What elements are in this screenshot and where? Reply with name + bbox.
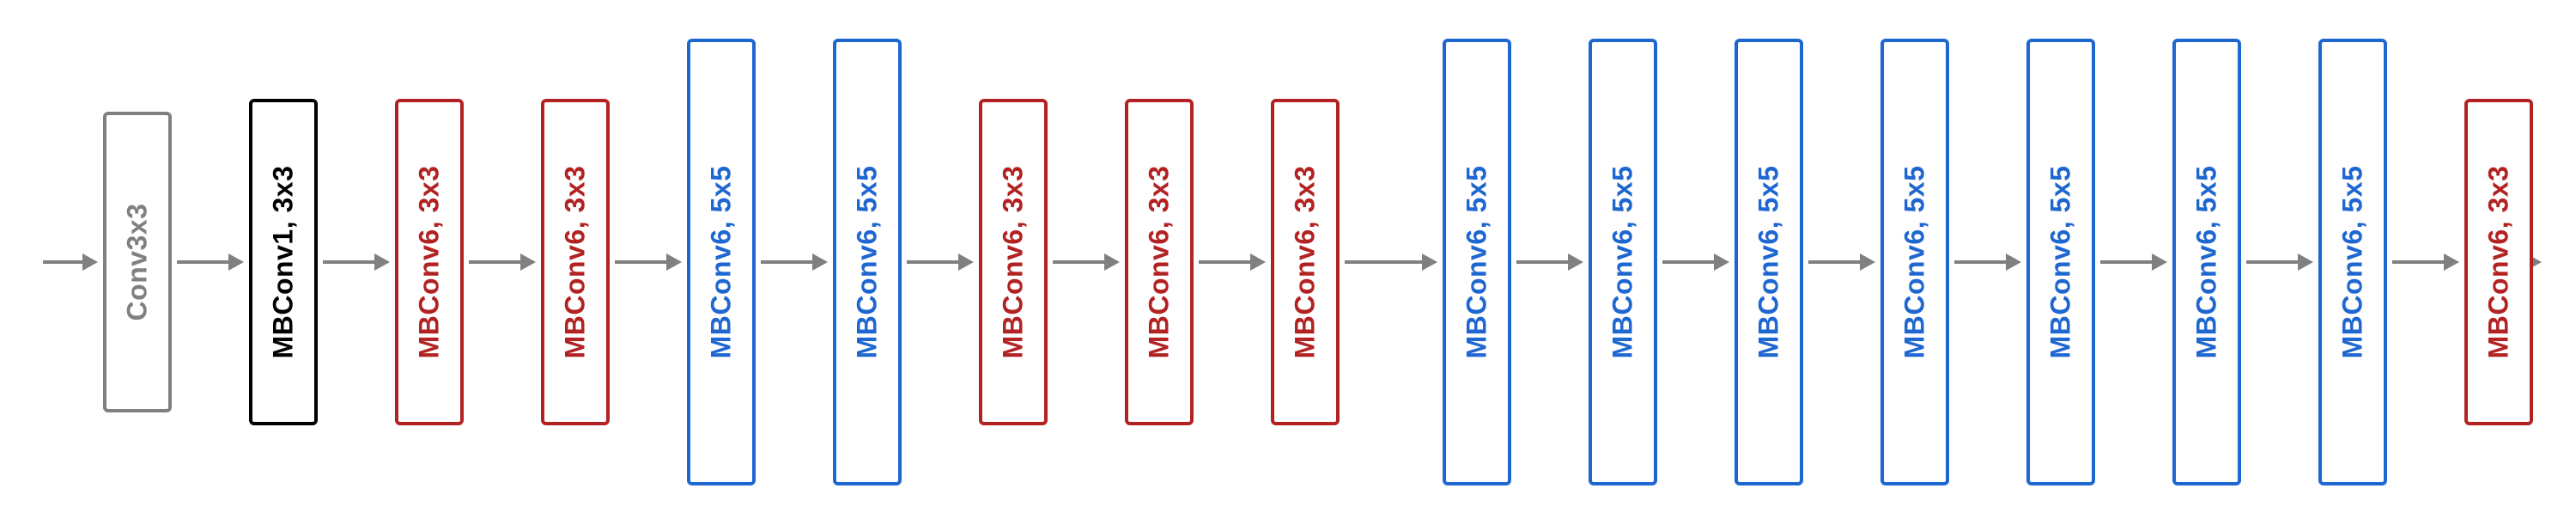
arrow-head xyxy=(2298,253,2313,271)
block-label: MBConv6, 3x3 xyxy=(1144,166,1176,359)
block-label: MBConv6, 5x5 xyxy=(2045,166,2077,359)
arrow-head xyxy=(1714,253,1729,271)
arrow-head xyxy=(374,253,390,271)
block-label: MBConv6, 3x3 xyxy=(414,166,446,359)
arrow-line xyxy=(177,260,228,264)
block-label: MBConv6, 5x5 xyxy=(1461,166,1493,359)
block-label: MBConv6, 5x5 xyxy=(1753,166,1785,359)
block-label: MBConv6, 5x5 xyxy=(706,166,738,359)
arrow-head xyxy=(2152,253,2167,271)
arrow-head xyxy=(812,253,828,271)
arrow-line xyxy=(615,260,666,264)
arrow-head xyxy=(82,253,98,271)
arrow-head xyxy=(520,253,536,271)
arrow-line xyxy=(323,260,374,264)
block-label: MBConv6, 3x3 xyxy=(2483,166,2515,359)
arrow-line xyxy=(2246,260,2298,264)
arrow-line xyxy=(761,260,812,264)
block-label: MBConv6, 3x3 xyxy=(998,166,1030,359)
block-label: MBConv6, 3x3 xyxy=(560,166,592,359)
arrow-head xyxy=(1104,253,1120,271)
block-label: MBConv6, 5x5 xyxy=(852,166,884,359)
arrow-line xyxy=(1199,260,1250,264)
arrow-head xyxy=(228,253,244,271)
block-label: Conv3x3 xyxy=(122,204,154,321)
block-label: MBConv6, 3x3 xyxy=(1290,166,1321,359)
arrow-line xyxy=(2100,260,2152,264)
arrow-head xyxy=(666,253,682,271)
block-label: MBConv6, 5x5 xyxy=(1899,166,1931,359)
arrow-line xyxy=(1516,260,1568,264)
arrow-line xyxy=(907,260,958,264)
arrow-head xyxy=(1422,253,1437,271)
arrow-line xyxy=(1053,260,1104,264)
block-label: MBConv6, 5x5 xyxy=(2191,166,2223,359)
arrow-line xyxy=(469,260,520,264)
block-label: MBConv6, 5x5 xyxy=(2337,166,2369,359)
arrow-line xyxy=(1808,260,1860,264)
arrow-line xyxy=(1954,260,2006,264)
arrow-line xyxy=(1662,260,1714,264)
block-label: MBConv1, 3x3 xyxy=(268,166,300,359)
arrow-head xyxy=(1860,253,1875,271)
arrow-head xyxy=(1568,253,1583,271)
arrow-head xyxy=(1250,253,1266,271)
arrow-head xyxy=(2444,253,2459,271)
arrow-line xyxy=(43,260,82,264)
arrow-head xyxy=(2006,253,2021,271)
architecture-diagram: Conv3x3 MBConv1, 3x3 MBConv6, 3x3 MBConv6, … xyxy=(0,0,2576,525)
block-label: MBConv6, 5x5 xyxy=(1607,166,1639,359)
arrow-head xyxy=(958,253,974,271)
arrow-line xyxy=(2392,260,2444,264)
arrow-line xyxy=(1345,260,1422,264)
